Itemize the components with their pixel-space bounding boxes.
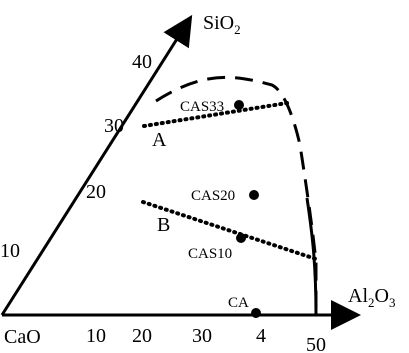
x-tick-label: 50 xyxy=(306,334,326,353)
line-a-label: A xyxy=(152,129,167,151)
point-label: CAS33 xyxy=(180,99,224,115)
al2o3-axis-label-sub2: 3 xyxy=(389,295,396,310)
point-ca xyxy=(251,308,261,318)
point-cas10 xyxy=(236,233,246,243)
al2o3-axis-label-sub1: 2 xyxy=(368,295,375,310)
phase-boundary-solid xyxy=(305,197,318,316)
sio2-axis-label-main: SiO xyxy=(203,12,234,34)
x-tick-label: 20 xyxy=(132,325,152,347)
sio2-axis xyxy=(0,14,193,316)
x-tick-label: 10 xyxy=(86,325,106,347)
sio2-axis-label-sub: 2 xyxy=(234,22,241,37)
point-label: CAS20 xyxy=(191,188,235,204)
x-tick-label: 4 xyxy=(256,325,266,347)
al2o3-axis-label-part1: Al xyxy=(348,285,368,307)
dotted-line-a xyxy=(142,101,289,128)
al2o3-axis-label-part2: O xyxy=(375,285,389,307)
y-tick-label: 10 xyxy=(0,240,20,262)
sio2-axis-label: SiO2 xyxy=(203,12,241,37)
dotted-line-b xyxy=(141,200,321,262)
point-cas20 xyxy=(249,190,259,200)
point-cas33 xyxy=(234,100,244,110)
y-tick-label: 20 xyxy=(86,181,106,203)
point-label: CA xyxy=(228,295,249,311)
x-tick-label: 30 xyxy=(192,325,212,347)
al2o3-axis-label: Al2O3 xyxy=(348,285,395,310)
point-label: CAS10 xyxy=(188,246,232,262)
y-tick-label: 40 xyxy=(132,51,152,73)
y-tick-label: 30 xyxy=(104,115,124,137)
line-b-label: B xyxy=(157,214,170,236)
origin-label: CaO xyxy=(4,326,41,348)
